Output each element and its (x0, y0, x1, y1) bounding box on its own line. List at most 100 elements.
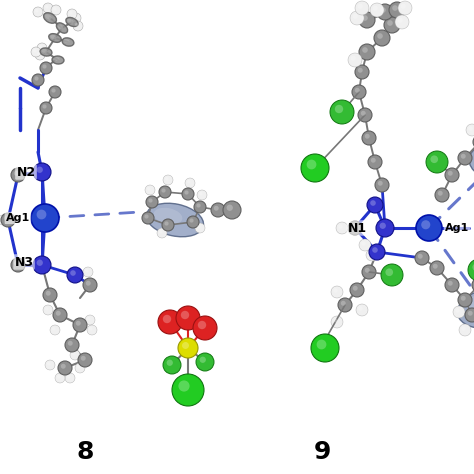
Circle shape (353, 14, 358, 18)
Circle shape (456, 309, 460, 312)
Circle shape (395, 15, 409, 29)
Circle shape (193, 316, 217, 340)
Circle shape (33, 256, 51, 274)
Circle shape (398, 18, 403, 23)
Circle shape (445, 278, 459, 292)
Circle shape (50, 325, 60, 335)
Circle shape (178, 338, 198, 358)
Circle shape (178, 381, 190, 392)
Circle shape (211, 203, 225, 217)
Circle shape (42, 64, 46, 69)
Circle shape (163, 356, 181, 374)
Circle shape (355, 88, 360, 93)
Circle shape (350, 11, 364, 25)
Circle shape (466, 124, 474, 136)
Circle shape (73, 318, 87, 332)
Circle shape (362, 265, 376, 279)
Circle shape (430, 155, 438, 163)
Circle shape (359, 239, 371, 251)
Circle shape (43, 305, 53, 315)
Circle shape (73, 15, 76, 18)
Circle shape (37, 52, 40, 55)
Circle shape (87, 325, 97, 335)
Circle shape (56, 311, 61, 316)
Circle shape (387, 20, 393, 26)
Circle shape (200, 356, 206, 363)
Circle shape (195, 223, 205, 233)
Circle shape (187, 216, 199, 228)
Circle shape (85, 315, 95, 325)
Circle shape (330, 100, 354, 124)
Ellipse shape (42, 49, 47, 53)
Circle shape (70, 270, 76, 276)
Circle shape (75, 363, 85, 373)
Circle shape (68, 341, 73, 346)
Circle shape (69, 11, 73, 15)
Circle shape (365, 268, 370, 273)
Circle shape (358, 4, 363, 9)
Circle shape (385, 268, 393, 276)
Circle shape (164, 221, 169, 226)
Circle shape (331, 316, 343, 328)
Circle shape (198, 321, 206, 329)
Circle shape (187, 180, 191, 183)
Circle shape (39, 45, 43, 48)
Circle shape (374, 30, 390, 46)
Circle shape (351, 56, 356, 61)
Circle shape (43, 3, 53, 13)
Circle shape (32, 74, 44, 86)
Circle shape (51, 88, 55, 92)
Circle shape (473, 264, 474, 271)
Ellipse shape (58, 25, 63, 30)
Circle shape (81, 356, 86, 361)
Circle shape (415, 251, 429, 265)
Circle shape (461, 154, 465, 159)
Circle shape (45, 360, 55, 370)
Circle shape (433, 264, 438, 269)
Circle shape (166, 360, 173, 366)
Circle shape (37, 43, 47, 53)
Circle shape (148, 199, 153, 202)
Circle shape (362, 47, 368, 53)
Circle shape (341, 301, 346, 306)
Circle shape (362, 15, 368, 21)
Circle shape (77, 365, 81, 368)
Ellipse shape (466, 293, 474, 313)
Circle shape (381, 264, 403, 286)
Circle shape (445, 168, 459, 182)
Circle shape (472, 278, 474, 292)
Circle shape (468, 127, 473, 131)
Circle shape (352, 85, 366, 99)
Ellipse shape (62, 38, 74, 46)
Circle shape (45, 307, 48, 310)
Ellipse shape (49, 34, 61, 42)
Circle shape (33, 163, 51, 181)
Circle shape (448, 171, 453, 176)
Circle shape (372, 247, 378, 253)
Text: N2: N2 (17, 165, 36, 179)
Circle shape (61, 364, 66, 369)
Circle shape (163, 175, 173, 185)
Circle shape (43, 288, 57, 302)
Circle shape (35, 9, 38, 12)
Circle shape (40, 102, 52, 114)
Circle shape (366, 249, 378, 261)
Circle shape (42, 104, 46, 109)
Circle shape (36, 210, 46, 219)
Circle shape (301, 154, 329, 182)
Circle shape (11, 168, 25, 182)
Circle shape (373, 6, 378, 11)
Circle shape (335, 105, 343, 113)
Text: N1: N1 (348, 221, 367, 235)
Circle shape (398, 1, 412, 15)
Circle shape (76, 321, 81, 326)
Circle shape (11, 258, 25, 272)
Circle shape (71, 13, 81, 23)
Circle shape (317, 339, 327, 349)
Ellipse shape (146, 203, 203, 237)
Circle shape (378, 181, 383, 186)
Circle shape (67, 375, 71, 379)
Circle shape (146, 196, 158, 208)
Circle shape (1, 213, 15, 227)
Circle shape (86, 281, 91, 286)
